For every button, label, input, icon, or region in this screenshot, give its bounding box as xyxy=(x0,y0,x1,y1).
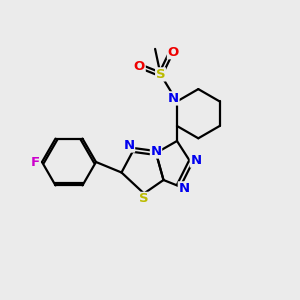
Text: O: O xyxy=(134,60,145,73)
Text: S: S xyxy=(156,68,165,81)
Text: N: N xyxy=(190,154,202,167)
Text: S: S xyxy=(139,192,149,206)
Text: N: N xyxy=(123,139,135,152)
Text: F: F xyxy=(31,155,40,169)
Text: N: N xyxy=(168,92,179,105)
Text: O: O xyxy=(167,46,179,59)
Text: N: N xyxy=(150,145,162,158)
Text: N: N xyxy=(178,182,190,195)
